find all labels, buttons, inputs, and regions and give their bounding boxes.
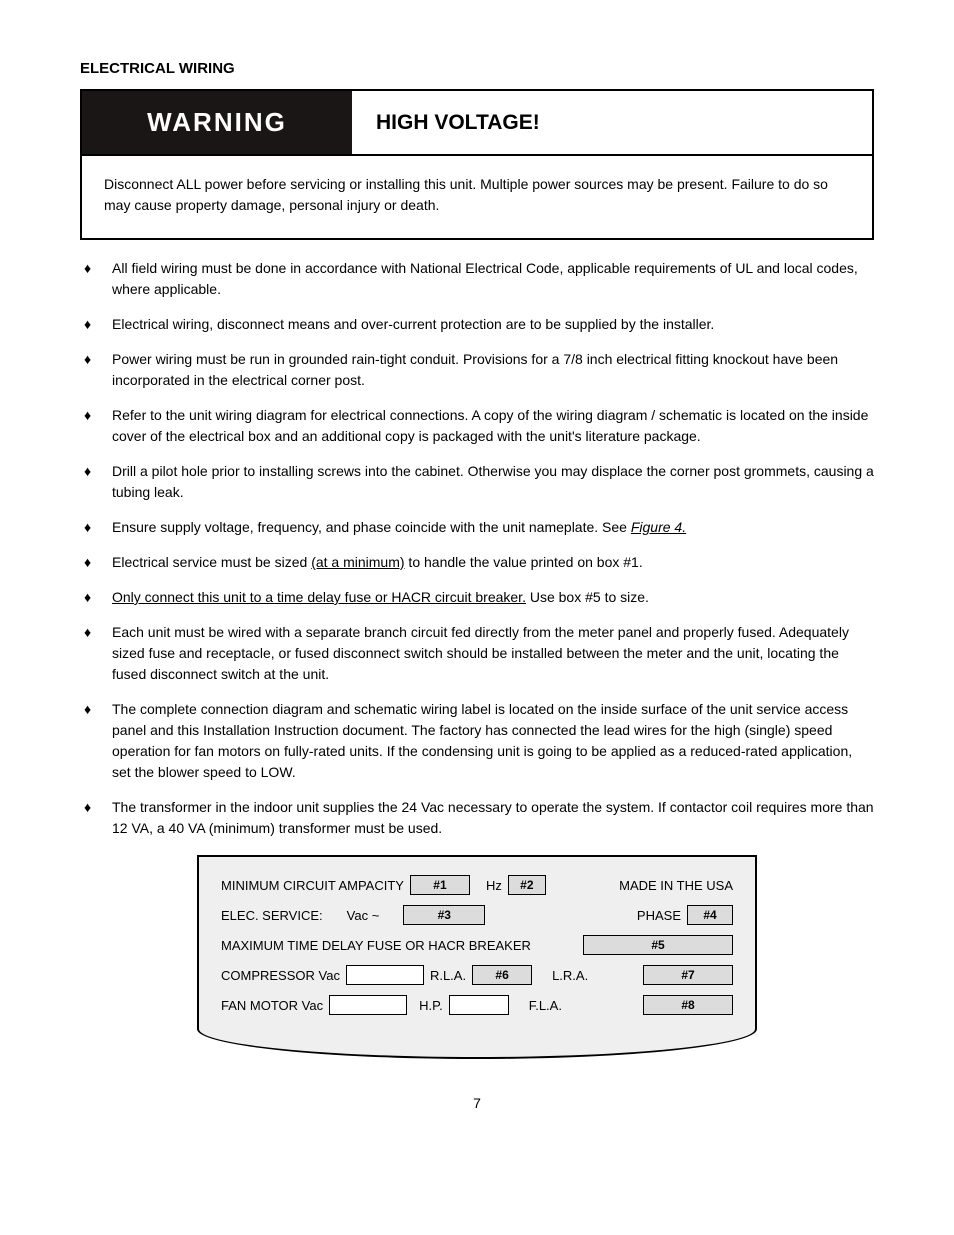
list-item: Drill a pilot hole prior to installing s… <box>84 461 874 503</box>
bullet-list: All field wiring must be done in accorda… <box>80 258 874 839</box>
np-field-5: #5 <box>583 935 733 955</box>
list-item: Electrical wiring, disconnect means and … <box>84 314 874 335</box>
np-label: Hz <box>486 878 502 893</box>
warning-label: WARNING <box>82 91 352 154</box>
np-blank-field <box>449 995 509 1015</box>
nameplate-row-2: ELEC. SERVICE: Vac ~ #3 PHASE #4 <box>221 905 733 925</box>
np-label: L.R.A. <box>552 968 588 983</box>
np-label: MINIMUM CIRCUIT AMPACITY <box>221 878 404 893</box>
section-title: ELECTRICAL WIRING <box>80 60 874 77</box>
warning-title: HIGH VOLTAGE! <box>352 91 872 154</box>
np-blank-field <box>329 995 407 1015</box>
np-field-2: #2 <box>508 875 546 895</box>
np-label: PHASE <box>637 908 681 923</box>
nameplate-row-1: MINIMUM CIRCUIT AMPACITY #1 Hz #2 MADE I… <box>221 875 733 895</box>
nameplate-row-3: MAXIMUM TIME DELAY FUSE OR HACR BREAKER … <box>221 935 733 955</box>
warning-body: Disconnect ALL power before servicing or… <box>82 156 872 238</box>
list-item: Power wiring must be run in grounded rai… <box>84 349 874 391</box>
np-field-7: #7 <box>643 965 733 985</box>
warning-box: WARNING HIGH VOLTAGE! Disconnect ALL pow… <box>80 89 874 240</box>
nameplate: MINIMUM CIRCUIT AMPACITY #1 Hz #2 MADE I… <box>197 855 757 1059</box>
np-blank-field <box>346 965 424 985</box>
np-field-1: #1 <box>410 875 470 895</box>
np-field-3: #3 <box>403 905 485 925</box>
list-item: Refer to the unit wiring diagram for ele… <box>84 405 874 447</box>
list-item: All field wiring must be done in accorda… <box>84 258 874 300</box>
page-number: 7 <box>80 1095 874 1111</box>
nameplate-row-4: COMPRESSOR Vac R.L.A. #6 L.R.A. #7 <box>221 965 733 985</box>
nameplate-row-5: FAN MOTOR Vac H.P. F.L.A. #8 <box>221 995 733 1015</box>
list-item: The complete connection diagram and sche… <box>84 699 874 783</box>
np-label: H.P. <box>419 998 443 1013</box>
np-label: R.L.A. <box>430 968 466 983</box>
page-content: ELECTRICAL WIRING WARNING HIGH VOLTAGE! … <box>0 0 954 1151</box>
list-item: The transformer in the indoor unit suppl… <box>84 797 874 839</box>
warning-header-row: WARNING HIGH VOLTAGE! <box>82 91 872 156</box>
np-label: F.L.A. <box>529 998 562 1013</box>
np-label: MADE IN THE USA <box>619 878 733 893</box>
np-label: Vac ~ <box>347 908 380 923</box>
np-field-4: #4 <box>687 905 733 925</box>
list-item: Ensure supply voltage, frequency, and ph… <box>84 517 874 538</box>
list-item: Only connect this unit to a time delay f… <box>84 587 874 608</box>
np-field-6: #6 <box>472 965 532 985</box>
np-label: ELEC. SERVICE: <box>221 908 323 923</box>
list-item: Electrical service must be sized (at a m… <box>84 552 874 573</box>
np-label: COMPRESSOR Vac <box>221 968 340 983</box>
list-item: Each unit must be wired with a separate … <box>84 622 874 685</box>
figure-wrap: MINIMUM CIRCUIT AMPACITY #1 Hz #2 MADE I… <box>80 855 874 1059</box>
np-label: FAN MOTOR Vac <box>221 998 323 1013</box>
np-field-8: #8 <box>643 995 733 1015</box>
np-label: MAXIMUM TIME DELAY FUSE OR HACR BREAKER <box>221 938 531 953</box>
